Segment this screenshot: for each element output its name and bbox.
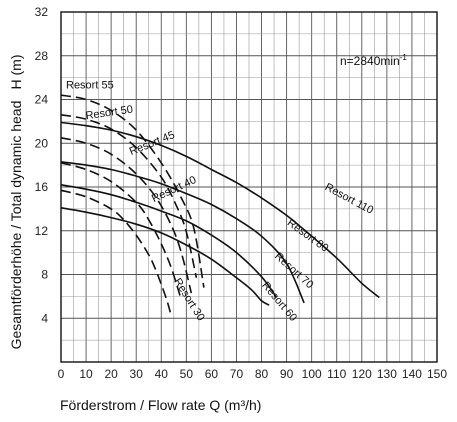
y-tick-label: 8 <box>41 268 48 282</box>
x-tick-label: 110 <box>327 367 346 381</box>
x-axis-title: Förderstrom / Flow rate Q (m³/h) <box>60 397 261 413</box>
y-axis-unit-label: H (m) <box>8 55 24 90</box>
y-tick-label: 20 <box>35 136 49 150</box>
y-tick-label: 28 <box>35 49 49 63</box>
x-tick-label: 20 <box>104 367 118 381</box>
speed-annotation: n=2840min-1 <box>340 53 407 68</box>
y-tick-label: 12 <box>35 224 49 238</box>
x-tick-label: 100 <box>302 367 322 381</box>
speed-annotation-superscript: -1 <box>400 53 408 62</box>
curve-label-resort-60: Resort 60 <box>259 280 299 324</box>
x-tick-label: 30 <box>130 367 144 381</box>
x-tick-label: 130 <box>377 367 397 381</box>
x-tick-label: 0 <box>58 367 65 381</box>
x-tick-label: 70 <box>230 367 244 381</box>
y-tick-label: 4 <box>41 311 48 325</box>
curve-resort-50 <box>60 114 198 278</box>
grid-lines <box>61 12 437 362</box>
x-tick-label: 40 <box>155 367 169 381</box>
tick-labels: 0 10 20 30 40 50 60 70 80 90 100 110 120 130 140 150 4 8 1… <box>35 5 448 381</box>
y-tick-label: 32 <box>35 5 49 19</box>
curve-label-resort-55: Resort 55 <box>66 80 114 92</box>
curve-resort-45 <box>60 137 193 294</box>
curve-resort-30 <box>60 189 173 317</box>
y-tick-label: 24 <box>35 93 49 107</box>
x-tick-label: 150 <box>427 367 447 381</box>
curve-label-resort-30: Resort 30 <box>171 276 206 323</box>
x-tick-label: 120 <box>352 367 372 381</box>
x-tick-label: 80 <box>255 367 269 381</box>
curve-resort-40 <box>60 162 183 300</box>
curve-label-resort-70: Resort 70 <box>272 250 315 291</box>
x-tick-label: 90 <box>280 367 294 381</box>
plot-frame <box>60 11 438 363</box>
curve-label-resort-50: Resort 50 <box>85 104 134 123</box>
y-axis-title: Gesamtförderhöhe / Total dynamic head <box>8 101 24 350</box>
curve-resort-60 <box>60 207 270 306</box>
x-tick-label: 50 <box>180 367 194 381</box>
speed-annotation-text: n=2840min <box>340 54 400 68</box>
curve-resort-80 <box>60 161 305 304</box>
curve-label-resort-80: Resort 80 <box>285 217 331 255</box>
pump-curves <box>60 94 380 317</box>
x-tick-label: 140 <box>402 367 422 381</box>
x-tick-label: 10 <box>79 367 93 381</box>
curve-resort-110 <box>60 121 380 299</box>
curve-resort-70 <box>60 184 278 298</box>
x-tick-label: 60 <box>205 367 219 381</box>
y-tick-label: 16 <box>35 180 49 194</box>
